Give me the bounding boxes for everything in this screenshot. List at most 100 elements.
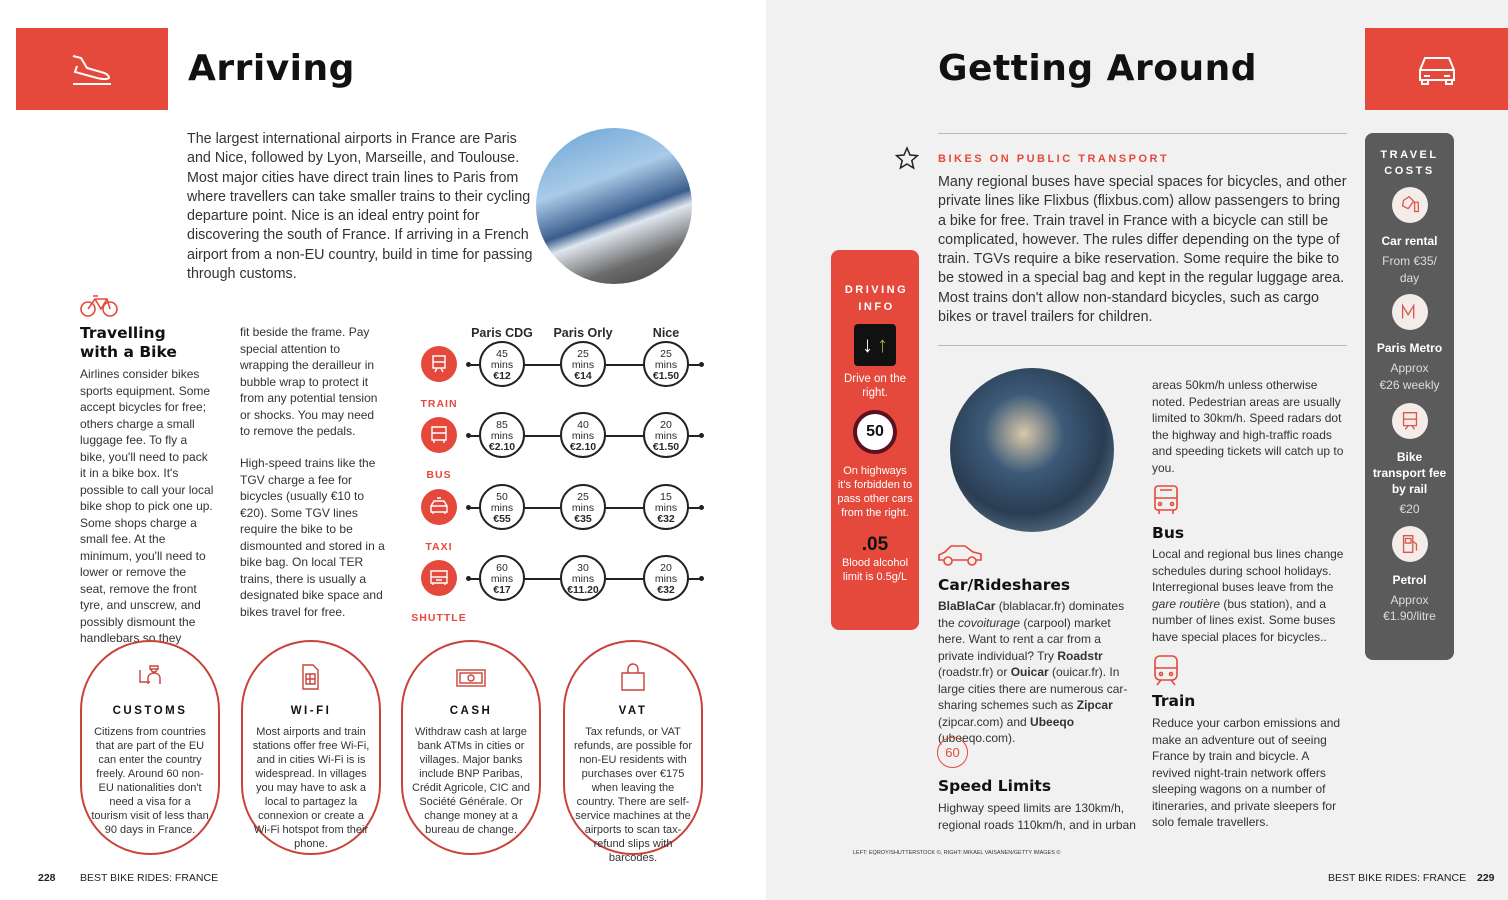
route-cell: 30 mins €11.20 [560, 555, 606, 601]
alcohol-value: .05 [861, 534, 889, 555]
shuttle-mode-badge [421, 560, 457, 596]
unit: mins [490, 573, 514, 585]
price: €11.20 [567, 584, 599, 596]
travel-cost-item: Petrol Approx €1.90/litre [1365, 525, 1454, 625]
train-icon [1391, 403, 1428, 439]
route-cell: 15 mins €32 [643, 484, 689, 530]
photo-credits: LEFT: EQROY/SHUTTERSTOCK ©, RIGHT: MIKAE… [853, 850, 1061, 856]
bikes-text: Many regional buses have special spaces … [938, 174, 1347, 326]
travel-costs-title: TRAVEL COSTS [1380, 149, 1439, 177]
wi-fi-oval: WI-FI Most airports and train stations of… [241, 640, 381, 855]
time: 30 [577, 562, 589, 574]
airport-column-header: Paris Orly [553, 326, 613, 340]
page-title-right: Getting Around [938, 48, 1258, 89]
cost-value: Approx €1.90/litre [1383, 592, 1436, 624]
bicycle-icon [80, 295, 118, 317]
cost-label: Car rental [1381, 234, 1438, 248]
bus-icon [431, 426, 447, 443]
bus-text-part: (bus station), and a number of lines exi… [1152, 596, 1336, 644]
route-cell: 20 mins €1.50 [643, 412, 689, 458]
fuel-pump-icon [1391, 525, 1428, 562]
time: 15 [660, 491, 672, 503]
cost-value: Approx €26 weekly [1379, 361, 1440, 392]
mode-label: SHUTTLE [411, 612, 467, 624]
oval-title: CUSTOMS [112, 705, 188, 717]
route-cell: 20 mins €32 [643, 555, 689, 601]
mode-label: BUS [426, 469, 452, 481]
oval-text: Citizens from countries that are part of… [91, 726, 209, 836]
speed-60-icon: 60 [937, 737, 968, 768]
time: 20 [660, 562, 672, 574]
speed-heading: Speed Limits [938, 777, 1052, 795]
arriving-header-box [16, 28, 168, 110]
price: €1.50 [652, 441, 680, 453]
metro-icon [1391, 294, 1428, 330]
oval-title: WI-FI [290, 705, 332, 717]
alcohol-text: Blood alcohol limit is 0.5g/L [841, 557, 909, 583]
time: 25 [660, 348, 672, 360]
route-dot [699, 576, 704, 581]
mode-label: TRAIN [420, 398, 458, 410]
page-number-right: 229 [1477, 872, 1495, 884]
travel-cost-item: Bike transport fee by rail €20 [1365, 403, 1454, 518]
train-icon [1154, 655, 1178, 686]
car-icon [938, 545, 982, 566]
mode-label: TAXI [425, 541, 453, 553]
bike-text-col2a: fit beside the frame. Pay special attent… [240, 325, 378, 438]
time: 40 [577, 419, 589, 431]
bus-icon [1154, 485, 1178, 514]
unit: mins [571, 430, 595, 442]
price: €2.10 [488, 441, 516, 453]
route-dot [699, 505, 704, 510]
route-dot [466, 433, 471, 438]
oval-title: VAT [618, 705, 648, 717]
divider [938, 345, 1347, 346]
route-cell: 60 mins €17 [479, 555, 525, 601]
route-dot [699, 362, 704, 367]
oval-text: Tax refunds, or VAT refunds, are possibl… [573, 726, 692, 864]
time: 60 [496, 562, 508, 574]
oval-text: Withdraw cash at large bank ATMs in citi… [412, 726, 530, 836]
getting-around-header-box [1365, 28, 1508, 110]
vat-oval: VAT Tax refunds, or VAT refunds, are poss… [563, 640, 703, 864]
speed-text-continued: areas 50km/h unless otherwise noted. Ped… [1152, 378, 1344, 475]
page-number-left: 228 [38, 872, 56, 884]
route-dot [466, 362, 471, 367]
time: 50 [496, 491, 508, 503]
time: 85 [496, 419, 508, 431]
oval-text: Most airports and train stations offer f… [252, 726, 370, 850]
route-cell: 40 mins €2.10 [560, 412, 606, 458]
unit: mins [654, 359, 678, 371]
book-title-right: BEST BIKE RIDES: FRANCE [1328, 872, 1467, 884]
taxi-mode-badge [421, 489, 457, 525]
route-cell: 50 mins €55 [479, 484, 525, 530]
unit: mins [654, 573, 678, 585]
price: €1.50 [652, 370, 680, 382]
route-dot [466, 505, 471, 510]
price: €17 [493, 584, 511, 596]
train-heading: Train [1152, 692, 1196, 710]
unit: mins [654, 430, 678, 442]
cost-label: Paris Metro [1376, 341, 1443, 355]
bike-text-col2b: High-speed trains like the TGV charge a … [240, 456, 385, 619]
cost-label: Petrol [1392, 572, 1427, 587]
travel-cost-item: Car rental From €35/ day [1365, 187, 1454, 286]
page-title: Arriving [188, 48, 355, 89]
car-text: BlaBlaCar (blablacar.fr) dominates the c… [938, 599, 1128, 745]
unit: mins [490, 359, 514, 371]
driving-info-panel: DRIVING INFO ↓ ↑ Drive on the right. 50 O… [831, 250, 919, 630]
book-title-left: BEST BIKE RIDES: FRANCE [80, 872, 219, 884]
unit: mins [571, 573, 595, 585]
cost-label: Bike transport fee by rail [1372, 450, 1447, 496]
drive-side-text: Drive on the right. [843, 373, 906, 399]
cyclist-photo [950, 368, 1114, 532]
route-dot [699, 433, 704, 438]
airplane-landing-icon [72, 55, 111, 85]
bus-text-italic: gare routière [1152, 596, 1221, 611]
speed-text: Highway speed limits are 130km/h, region… [938, 801, 1136, 832]
customs-officer-icon [139, 665, 161, 684]
bus-mode-badge [421, 417, 457, 453]
train-text: Reduce your carbon emissions and make an… [1152, 716, 1341, 829]
airport-column-header: Nice [652, 326, 680, 340]
cost-value: €20 [1399, 502, 1420, 516]
